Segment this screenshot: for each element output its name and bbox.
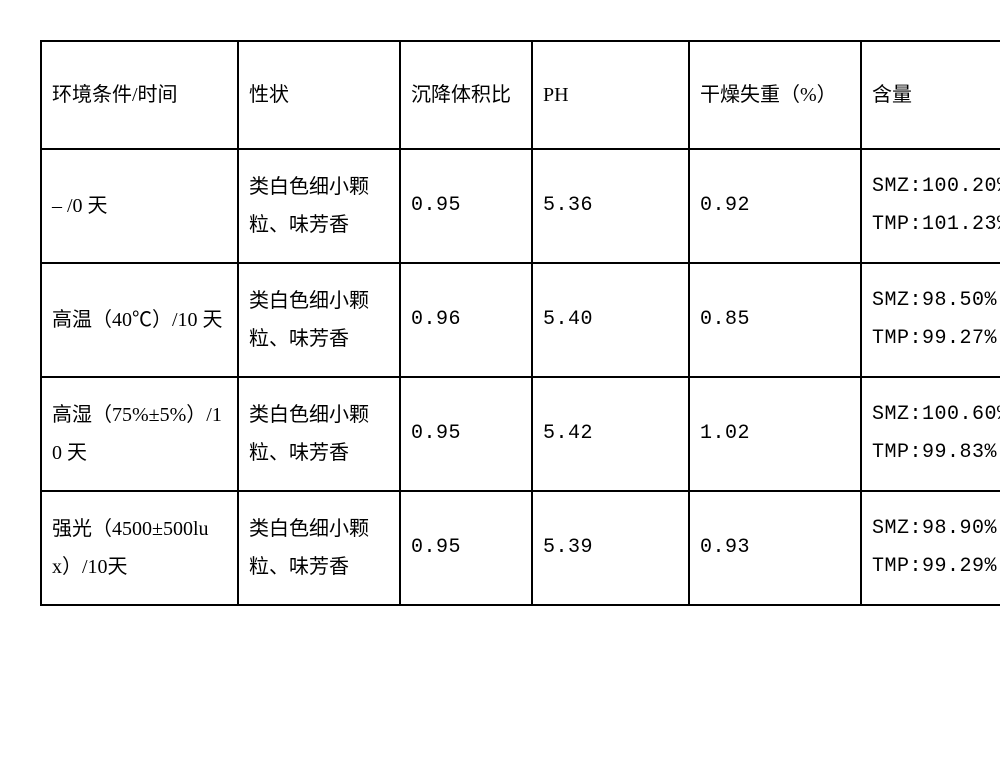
cell-loss: 0.93 [689,491,861,605]
table-row: 高湿（75%±5%）/10 天 类白色细小颗粒、味芳香 0.95 5.42 1.… [41,377,1000,491]
cell-content: SMZ:100.60% TMP:99.83% [861,377,1000,491]
content-tmp: TMP:101.23% [872,206,1000,244]
cell-loss: 0.92 [689,149,861,263]
cell-character: 类白色细小颗粒、味芳香 [238,377,400,491]
cell-loss: 0.85 [689,263,861,377]
cell-ph: 5.36 [532,149,689,263]
cell-character: 类白色细小颗粒、味芳香 [238,149,400,263]
col-header-content: 含量 [861,41,1000,149]
content-smz: SMZ:100.20% [872,168,1000,206]
content-tmp: TMP:99.83% [872,434,1000,472]
table-row: – /0 天 类白色细小颗粒、味芳香 0.95 5.36 0.92 SMZ:10… [41,149,1000,263]
cell-sed-ratio: 0.95 [400,491,532,605]
col-header-loss: 干燥失重（%） [689,41,861,149]
cell-condition: 高湿（75%±5%）/10 天 [41,377,238,491]
cell-character: 类白色细小颗粒、味芳香 [238,491,400,605]
cell-content: SMZ:98.50% TMP:99.27% [861,263,1000,377]
table-header-row: 环境条件/时间 性状 沉降体积比 PH 干燥失重（%） 含量 [41,41,1000,149]
content-tmp: TMP:99.27% [872,320,1000,358]
col-header-character: 性状 [238,41,400,149]
content-smz: SMZ:98.50% [872,282,1000,320]
col-header-condition: 环境条件/时间 [41,41,238,149]
col-header-sed-ratio: 沉降体积比 [400,41,532,149]
stability-table: 环境条件/时间 性状 沉降体积比 PH 干燥失重（%） 含量 – /0 天 类白… [40,40,1000,606]
table-row: 强光（4500±500lux）/10天 类白色细小颗粒、味芳香 0.95 5.3… [41,491,1000,605]
cell-ph: 5.42 [532,377,689,491]
cell-loss: 1.02 [689,377,861,491]
cell-condition: 高温（40℃）/10 天 [41,263,238,377]
content-smz: SMZ:98.90% [872,510,1000,548]
cell-sed-ratio: 0.96 [400,263,532,377]
cell-sed-ratio: 0.95 [400,377,532,491]
cell-character: 类白色细小颗粒、味芳香 [238,263,400,377]
content-smz: SMZ:100.60% [872,396,1000,434]
cell-content: SMZ:98.90% TMP:99.29% [861,491,1000,605]
content-tmp: TMP:99.29% [872,548,1000,586]
cell-ph: 5.40 [532,263,689,377]
cell-ph: 5.39 [532,491,689,605]
cell-condition: 强光（4500±500lux）/10天 [41,491,238,605]
table-row: 高温（40℃）/10 天 类白色细小颗粒、味芳香 0.96 5.40 0.85 … [41,263,1000,377]
cell-content: SMZ:100.20% TMP:101.23% [861,149,1000,263]
cell-sed-ratio: 0.95 [400,149,532,263]
cell-condition: – /0 天 [41,149,238,263]
col-header-ph: PH [532,41,689,149]
